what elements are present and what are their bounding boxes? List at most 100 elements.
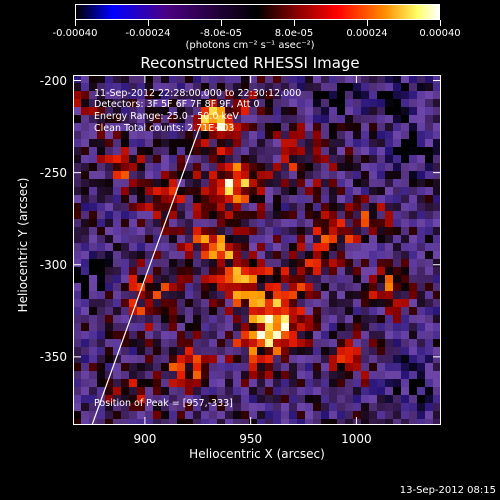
heatmap-cell [201, 203, 210, 212]
heatmap-cell [257, 411, 266, 420]
heatmap-cell [209, 99, 218, 108]
heatmap-cell [305, 267, 314, 276]
heatmap-cell [209, 347, 218, 356]
heatmap-cell [161, 171, 170, 180]
heatmap-cell [97, 307, 106, 316]
heatmap-cell [145, 139, 154, 148]
heatmap-cell [377, 387, 386, 396]
heatmap-cell [369, 195, 378, 204]
heatmap-cell [257, 331, 266, 340]
heatmap-cell [81, 171, 90, 180]
heatmap-cell [257, 347, 266, 356]
heatmap-cell [137, 171, 146, 180]
heatmap-cell [385, 139, 394, 148]
heatmap-cell [401, 275, 410, 284]
heatmap-cell [225, 291, 234, 300]
heatmap-cell [81, 395, 90, 404]
heatmap-cell [385, 403, 394, 412]
heatmap-cell [201, 115, 210, 124]
heatmap-cell [321, 163, 330, 172]
heatmap-cell [89, 243, 98, 252]
heatmap-cell [249, 291, 258, 300]
heatmap-cell [121, 363, 130, 372]
heatmap-cell [257, 75, 266, 84]
heatmap-cell [145, 419, 154, 425]
heatmap-cell [329, 75, 338, 84]
heatmap-cell [329, 267, 338, 276]
heatmap-cell [337, 411, 346, 420]
heatmap-cell [417, 403, 426, 412]
heatmap-cell [257, 283, 266, 292]
heatmap-cell [225, 83, 234, 92]
heatmap-cell [393, 195, 402, 204]
heatmap-cell [217, 411, 226, 420]
heatmap-cell [265, 83, 274, 92]
heatmap-cell [121, 259, 130, 268]
heatmap-cell [273, 411, 282, 420]
heatmap-cell [385, 283, 394, 292]
heatmap-plot [73, 75, 441, 425]
heatmap-cell [313, 347, 322, 356]
heatmap-cell [289, 379, 298, 388]
heatmap-cell [369, 75, 378, 84]
heatmap-cell [385, 171, 394, 180]
heatmap-cell [393, 123, 402, 132]
heatmap-cell [297, 339, 306, 348]
heatmap-cell [105, 147, 114, 156]
heatmap-cell [73, 299, 82, 308]
heatmap-cell [281, 171, 290, 180]
heatmap-cell [345, 347, 354, 356]
heatmap-cell [89, 323, 98, 332]
heatmap-cell [273, 227, 282, 236]
heatmap-cell [145, 315, 154, 324]
heatmap-cell [417, 267, 426, 276]
heatmap-cell [369, 91, 378, 100]
heatmap-cell [273, 387, 282, 396]
heatmap-cell [265, 187, 274, 196]
heatmap-cell [297, 219, 306, 228]
heatmap-cell [385, 331, 394, 340]
heatmap-cell [329, 163, 338, 172]
heatmap-cell [249, 163, 258, 172]
heatmap-cell [433, 123, 441, 132]
heatmap-cell [273, 323, 282, 332]
heatmap-cell [193, 99, 202, 108]
heatmap-cell [401, 99, 410, 108]
heatmap-cell [281, 283, 290, 292]
heatmap-cell [425, 195, 434, 204]
heatmap-cell [161, 227, 170, 236]
heatmap-cell [209, 155, 218, 164]
heatmap-cell [177, 211, 186, 220]
heatmap-cell [393, 363, 402, 372]
heatmap-cell [385, 163, 394, 172]
heatmap-cell [145, 123, 154, 132]
heatmap-cell [409, 251, 418, 260]
heatmap-cell [265, 371, 274, 380]
heatmap-cell [257, 403, 266, 412]
heatmap-cell [337, 251, 346, 260]
heatmap-cell [153, 283, 162, 292]
heatmap-cell [137, 403, 146, 412]
heatmap-cell [313, 179, 322, 188]
heatmap-cell [305, 187, 314, 196]
heatmap-cell [209, 363, 218, 372]
heatmap-cell [185, 251, 194, 260]
heatmap-cell [177, 75, 186, 84]
heatmap-cell [345, 307, 354, 316]
heatmap-cell [177, 387, 186, 396]
heatmap-cell [281, 259, 290, 268]
heatmap-cell [345, 91, 354, 100]
heatmap-cell [297, 243, 306, 252]
heatmap-cell [113, 211, 122, 220]
heatmap-cell [201, 315, 210, 324]
heatmap-cell [137, 107, 146, 116]
heatmap-cell [217, 139, 226, 148]
heatmap-cell [361, 419, 370, 425]
heatmap-cell [257, 99, 266, 108]
heatmap-cell [225, 107, 234, 116]
heatmap-cell [241, 275, 250, 284]
heatmap-cell [433, 75, 441, 84]
heatmap-cell [225, 131, 234, 140]
heatmap-cell [81, 227, 90, 236]
heatmap-cell [345, 371, 354, 380]
